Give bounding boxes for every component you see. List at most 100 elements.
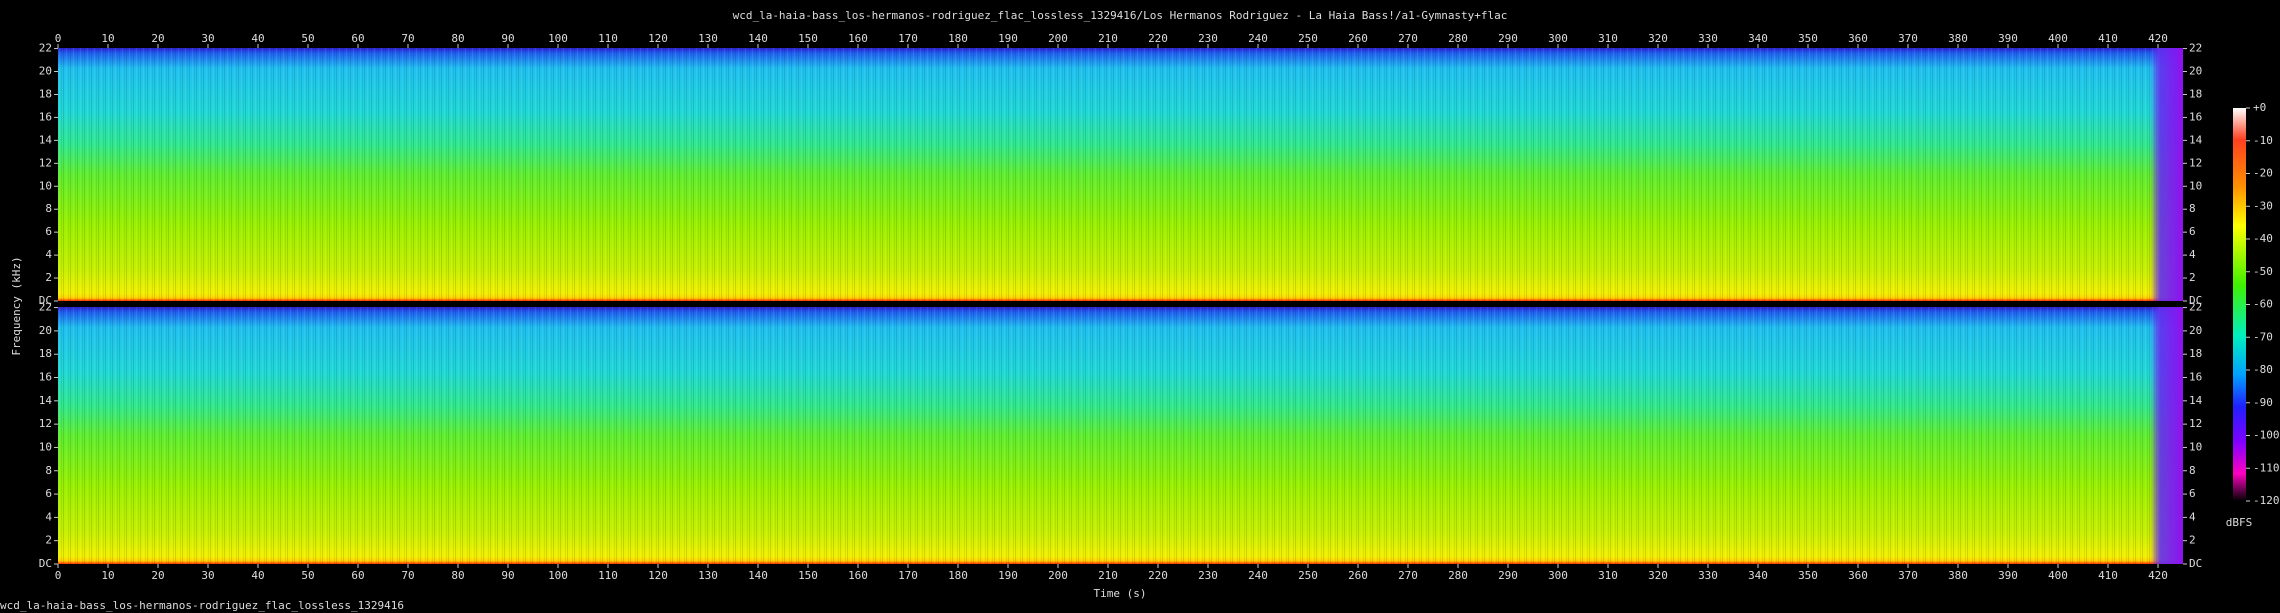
x-tick-label: 230 (1198, 32, 1218, 45)
x-tick-label: 120 (648, 32, 668, 45)
caption: wcd_la-haia-bass_los-hermanos-rodriguez_… (0, 599, 404, 612)
y-tick-label: 16 (2189, 371, 2202, 384)
y-tick-label: 16 (39, 371, 52, 384)
x-tick-label: 40 (251, 32, 264, 45)
x-tick-label: 270 (1398, 569, 1418, 582)
x-tick-label: 180 (948, 32, 968, 45)
x-tick-label: 140 (748, 569, 768, 582)
y-tick-label: 4 (45, 510, 52, 523)
x-tick-label: 390 (1998, 32, 2018, 45)
x-tick-label: 150 (798, 569, 818, 582)
x-tick-label: 270 (1398, 32, 1418, 45)
colorbar-tick-label: -10 (2253, 134, 2273, 147)
y-tick-label: 16 (39, 110, 52, 123)
x-tick-label: 340 (1748, 569, 1768, 582)
x-tick-label: 330 (1698, 569, 1718, 582)
chart-title: wcd_la-haia-bass_los-hermanos-rodriguez_… (733, 9, 1508, 22)
x-tick-label: 0 (55, 32, 62, 45)
x-tick-label: 220 (1148, 569, 1168, 582)
x-tick-label: 250 (1298, 32, 1318, 45)
spectrogram-tail (2150, 48, 2183, 301)
x-tick-label: 340 (1748, 32, 1768, 45)
x-tick-label: 60 (351, 569, 364, 582)
x-tick-label: 190 (998, 32, 1018, 45)
x-tick-label: 110 (598, 32, 618, 45)
x-tick-label: 370 (1898, 569, 1918, 582)
x-tick-label: 80 (451, 32, 464, 45)
x-tick-label: 230 (1198, 569, 1218, 582)
x-tick-label: 420 (2148, 569, 2168, 582)
x-tick-label: 130 (698, 569, 718, 582)
y-tick-label: 8 (2189, 464, 2196, 477)
y-tick-label: 22 (39, 301, 52, 314)
x-tick-label: 170 (898, 32, 918, 45)
y-tick-label: 18 (2189, 87, 2202, 100)
x-tick-label: 220 (1148, 32, 1168, 45)
y-tick-label: 6 (45, 487, 52, 500)
x-tick-label: 30 (201, 569, 214, 582)
y-tick-label: 8 (45, 464, 52, 477)
x-tick-label: 280 (1448, 569, 1468, 582)
x-tick-label: 380 (1948, 569, 1968, 582)
y-tick-label: 20 (39, 65, 52, 78)
x-tick-label: 150 (798, 32, 818, 45)
spectrogram-tail (2150, 307, 2183, 564)
y-tick-label: 12 (39, 156, 52, 169)
x-tick-label: 240 (1248, 32, 1268, 45)
x-tick-label: 130 (698, 32, 718, 45)
x-tick-label: 90 (501, 569, 514, 582)
y-axis-label: Frequency (kHz) (10, 256, 23, 355)
colorbar-tick-label: -70 (2253, 330, 2273, 343)
x-tick-label: 210 (1098, 569, 1118, 582)
y-tick-label: 18 (39, 87, 52, 100)
y-tick-label: 20 (2189, 324, 2202, 337)
y-tick-label: 2 (2189, 534, 2196, 547)
x-tick-label: 20 (151, 569, 164, 582)
x-tick-label: 200 (1048, 32, 1068, 45)
x-tick-label: 300 (1548, 32, 1568, 45)
x-tick-label: 120 (648, 569, 668, 582)
x-tick-label: 400 (2048, 32, 2068, 45)
colorbar-tick-label: -30 (2253, 199, 2273, 212)
y-tick-label: 6 (45, 225, 52, 238)
y-tick-label: 22 (2189, 42, 2202, 55)
x-tick-label: 350 (1798, 32, 1818, 45)
y-tick-label: 12 (2189, 417, 2202, 430)
x-tick-label: 400 (2048, 569, 2068, 582)
y-tick-label: DC (2189, 294, 2202, 307)
y-tick-label: 14 (39, 394, 53, 407)
y-tick-label: 22 (2189, 301, 2202, 314)
y-tick-label: DC (39, 557, 52, 570)
x-tick-label: 290 (1498, 32, 1518, 45)
x-tick-label: 170 (898, 569, 918, 582)
y-tick-label: 14 (39, 133, 53, 146)
y-tick-label: 16 (2189, 110, 2202, 123)
colorbar-tick-label: -110 (2253, 461, 2280, 474)
x-axis-label: Time (s) (1094, 587, 1147, 600)
colorbar-tick-label: -100 (2253, 429, 2280, 442)
colorbar-tick-label: -60 (2253, 298, 2273, 311)
y-tick-label: 10 (2189, 440, 2202, 453)
y-tick-label: 22 (39, 42, 52, 55)
y-tick-label: 4 (2189, 510, 2196, 523)
y-tick-label: 14 (2189, 133, 2203, 146)
x-tick-label: 10 (101, 32, 114, 45)
y-tick-label: 4 (2189, 248, 2196, 261)
x-tick-label: 420 (2148, 32, 2168, 45)
y-tick-label: 18 (2189, 347, 2202, 360)
colorbar-tick-label: -50 (2253, 265, 2273, 278)
x-tick-label: 320 (1648, 32, 1668, 45)
colorbar (2233, 108, 2246, 501)
y-tick-label: DC (2189, 557, 2202, 570)
colorbar-tick-label: -120 (2253, 494, 2280, 507)
x-tick-label: 160 (848, 32, 868, 45)
x-tick-label: 180 (948, 569, 968, 582)
colorbar-tick-label: -80 (2253, 363, 2273, 376)
x-tick-label: 200 (1048, 569, 1068, 582)
x-tick-label: 240 (1248, 569, 1268, 582)
x-tick-label: 310 (1598, 569, 1618, 582)
y-tick-label: 2 (2189, 271, 2196, 284)
x-tick-label: 410 (2098, 32, 2118, 45)
x-tick-label: 60 (351, 32, 364, 45)
x-tick-label: 30 (201, 32, 214, 45)
